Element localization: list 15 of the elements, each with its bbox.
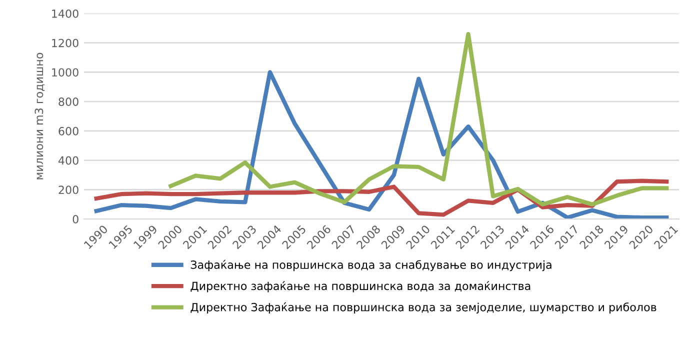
line-series <box>168 32 669 206</box>
y-tick-label: 1400 <box>52 9 78 18</box>
legend-label: Директно Зафаќање на површинска вода за земјоделие, шумарство и риболов <box>190 302 656 314</box>
y-tick-label: 1000 <box>52 68 78 77</box>
y-tick-label: 800 <box>58 98 78 106</box>
legend-label: Директно зафаќање на површинска вода за домаќинства <box>190 281 530 292</box>
legend-label: Зафаќање на површинска вода за снабдување во индустрија <box>190 260 552 272</box>
y-tick-label: 200 <box>58 186 78 194</box>
y-tick-label: 0 <box>72 215 78 224</box>
line-series <box>94 178 669 217</box>
line-series <box>94 70 669 220</box>
y-axis-title: милиони m3 годишно <box>34 52 45 180</box>
y-tick-label: 400 <box>58 156 78 165</box>
y-tick-label: 600 <box>58 126 78 136</box>
y-tick-label: 1200 <box>52 38 78 48</box>
